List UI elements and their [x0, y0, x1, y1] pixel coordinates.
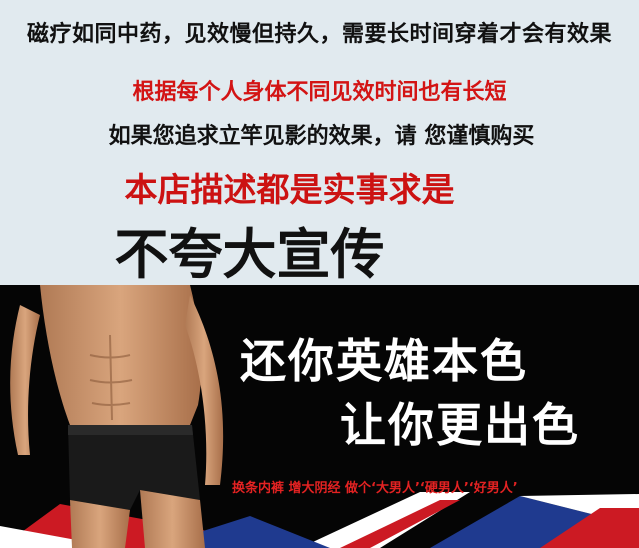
notice-line-3: 如果您追求立竿见影的效果，请 您谨慎购买 — [108, 124, 535, 149]
notice-line-2: 根据每个人身体不同见效时间也有长短 — [132, 80, 507, 105]
banner-tagline: 换条内裤 增大阴经 做个‘大男人’‘硬男人’‘好男人’ — [232, 481, 518, 496]
notice-section: 磁疗如同中药，见效慢但持久，需要长时间穿着才会有效果 根据每个人身体不同见效时间… — [26, 22, 612, 286]
banner-slogan-2: 让你更出色 — [340, 398, 580, 452]
notice-line-4: 本店描述都是实事求是 — [124, 170, 455, 209]
promo-banner: 还你英雄本色 让你更出色 换条内裤 增大阴经 做个‘大男人’‘硬男人’‘好男人’ — [0, 285, 639, 548]
notice-line-5: 不夸大宣传 — [114, 223, 385, 286]
model-figure-graphic — [10, 285, 224, 548]
banner-slogan-1: 还你英雄本色 — [240, 334, 528, 388]
notice-line-1: 磁疗如同中药，见效慢但持久，需要长时间穿着才会有效果 — [26, 22, 612, 47]
